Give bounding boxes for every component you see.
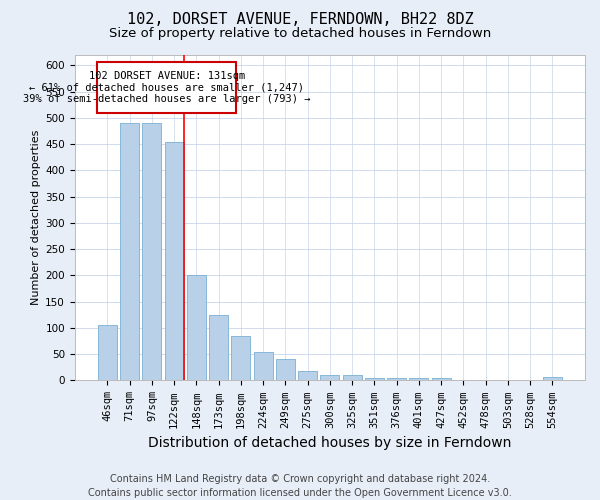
Bar <box>120 123 139 380</box>
FancyBboxPatch shape <box>97 62 236 112</box>
Bar <box>387 378 406 380</box>
Bar <box>187 276 206 380</box>
Text: 102, DORSET AVENUE, FERNDOWN, BH22 8DZ: 102, DORSET AVENUE, FERNDOWN, BH22 8DZ <box>127 12 473 28</box>
Bar <box>409 378 428 380</box>
Bar <box>142 123 161 380</box>
Text: Contains HM Land Registry data © Crown copyright and database right 2024.
Contai: Contains HM Land Registry data © Crown c… <box>88 474 512 498</box>
Bar <box>365 378 384 380</box>
Bar <box>543 377 562 380</box>
Bar <box>431 378 451 380</box>
Bar <box>343 375 362 380</box>
Bar <box>164 142 184 380</box>
Bar <box>276 360 295 380</box>
Bar <box>320 375 340 380</box>
X-axis label: Distribution of detached houses by size in Ferndown: Distribution of detached houses by size … <box>148 436 512 450</box>
Y-axis label: Number of detached properties: Number of detached properties <box>31 130 41 306</box>
Bar <box>98 326 117 380</box>
Bar <box>232 336 250 380</box>
Text: Size of property relative to detached houses in Ferndown: Size of property relative to detached ho… <box>109 28 491 40</box>
Text: 102 DORSET AVENUE: 131sqm
← 61% of detached houses are smaller (1,247)
39% of se: 102 DORSET AVENUE: 131sqm ← 61% of detac… <box>23 70 311 104</box>
Bar <box>254 352 272 380</box>
Bar <box>298 371 317 380</box>
Bar <box>209 315 228 380</box>
